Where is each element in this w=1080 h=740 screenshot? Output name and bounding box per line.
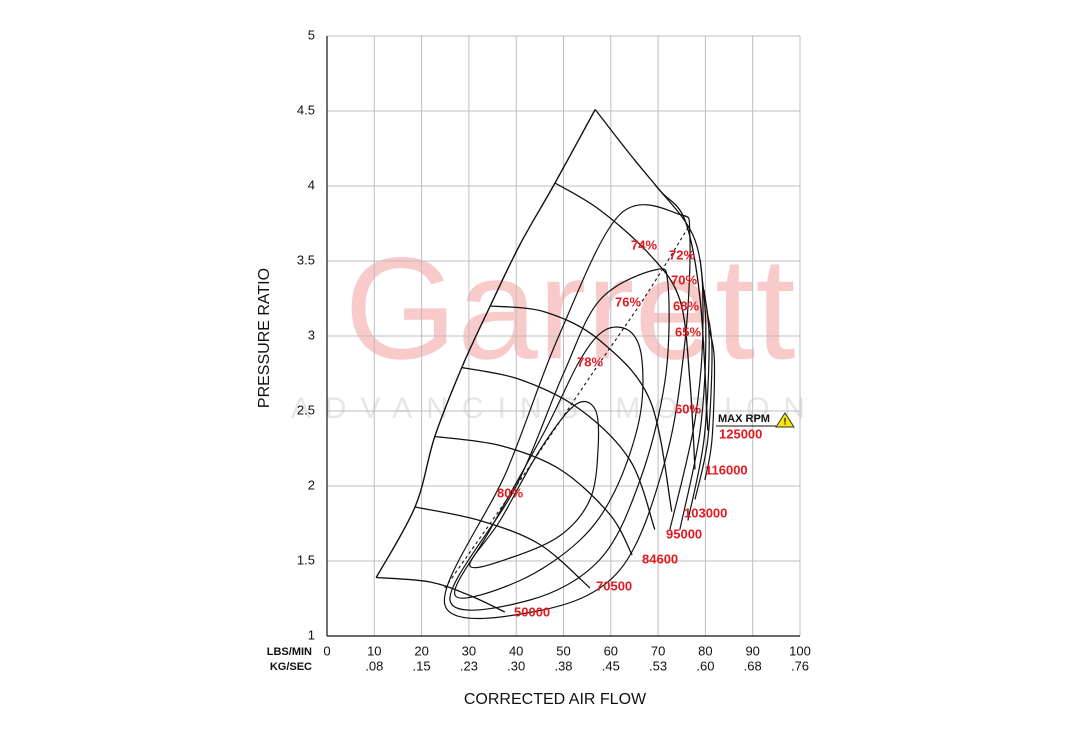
- x-tick-label: 60: [604, 643, 618, 658]
- watermark-tagline: ADVANCING MOTION: [291, 392, 819, 425]
- y-tick-label: 4.5: [297, 102, 315, 117]
- y-tick-label: 1: [308, 627, 315, 642]
- efficiency-label: 60%: [675, 401, 701, 416]
- speed-label: 70500: [596, 578, 632, 593]
- speed-line: [461, 366, 656, 530]
- x2-tick-label: .08: [365, 658, 383, 673]
- efficiency-contour: [449, 268, 670, 611]
- efficiency-label: 70%: [671, 272, 697, 287]
- x-tick-label: 70: [651, 643, 665, 658]
- peak-efficiency-line: [444, 224, 691, 589]
- speed-label: 84600: [642, 551, 678, 566]
- plot: 11.522.533.544.550 10 20 30 40 50 60 70 80 90 100.…: [297, 27, 811, 673]
- max-rpm-label: MAX RPM: [718, 413, 770, 425]
- speed-label: 125000: [719, 426, 762, 441]
- x-tick-label: 80: [698, 643, 712, 658]
- efficiency-contour: [453, 326, 644, 599]
- x2-tick-label: .60: [696, 658, 714, 673]
- y-tick-label: 3: [308, 327, 315, 342]
- watermark-brand: Garrett: [344, 227, 795, 389]
- efficiency-label: 74%: [631, 237, 657, 252]
- warning-mark: !: [784, 416, 787, 426]
- speed-line: [434, 435, 633, 556]
- speed-line: [554, 182, 696, 470]
- x-tick-label: 40: [509, 643, 523, 658]
- x2-tick-label: .15: [413, 658, 431, 673]
- efficiency-contour: [469, 400, 600, 569]
- warning-icon: [775, 412, 795, 428]
- y-axis-title: PRESSURE RATIO: [256, 268, 273, 408]
- speed-line: [594, 109, 709, 431]
- y-tick-label: 2: [308, 477, 315, 492]
- efficiency-contour: [704, 329, 716, 481]
- efficiency-label: 65%: [675, 324, 701, 339]
- efficiency-label: 72%: [669, 247, 695, 262]
- x-tick-label: 0: [323, 643, 330, 658]
- y-tick-label: 1.5: [297, 552, 315, 567]
- y-tick-label: 4: [308, 177, 315, 192]
- x2-tick-label: .30: [507, 658, 525, 673]
- speed-label: 116000: [705, 462, 748, 477]
- x-tick-label: 50: [556, 643, 570, 658]
- x-axis-title: CORRECTED AIR FLOW: [464, 691, 647, 708]
- x-tick-label: 20: [414, 643, 428, 658]
- y-tick-label: 3.5: [297, 252, 315, 267]
- x2-unit-label: KG/SEC: [270, 661, 312, 673]
- y-tick-label: 2.5: [297, 402, 315, 417]
- x-tick-label: 100: [789, 643, 811, 658]
- efficiency-contour: [694, 310, 713, 500]
- speed-line: [376, 576, 506, 613]
- x2-tick-label: .23: [460, 658, 478, 673]
- x-tick-label: 30: [462, 643, 476, 658]
- efficiency-label: 78%: [577, 354, 603, 369]
- surge-line: [375, 109, 596, 578]
- efficiency-label: 68%: [673, 298, 699, 313]
- x-tick-label: 90: [745, 643, 759, 658]
- speed-line: [414, 506, 591, 589]
- x-unit-label: LBS/MIN: [267, 646, 312, 658]
- x2-tick-label: .76: [791, 658, 809, 673]
- x2-tick-label: .53: [649, 658, 667, 673]
- efficiency-label: 76%: [615, 294, 641, 309]
- speed-label: 103000: [684, 505, 727, 520]
- x-tick-label: 10: [367, 643, 381, 658]
- x2-tick-label: .68: [744, 658, 762, 673]
- efficiency-label: 80%: [497, 485, 523, 500]
- efficiency-contour: [679, 259, 707, 530]
- x2-tick-label: .45: [602, 658, 620, 673]
- speed-line: [490, 305, 673, 512]
- speed-label: 95000: [666, 526, 702, 541]
- speed-label: 50000: [514, 604, 550, 619]
- y-tick-label: 5: [308, 27, 315, 42]
- x2-tick-label: .38: [554, 658, 572, 673]
